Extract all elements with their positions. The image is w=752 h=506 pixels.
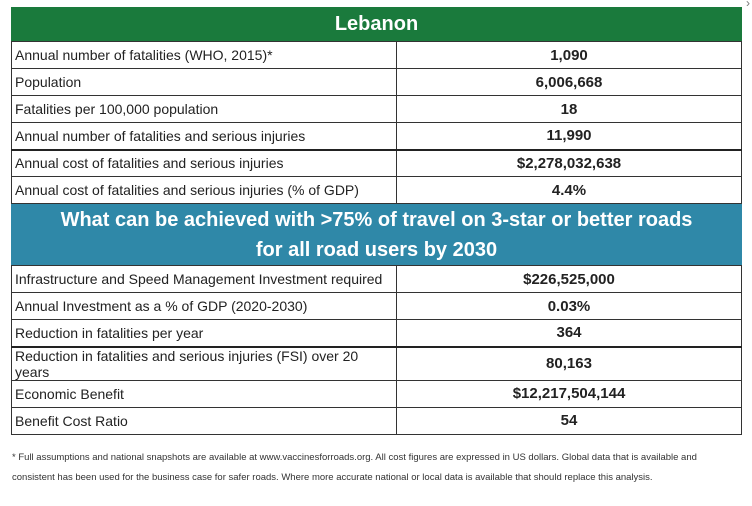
row-value: 54 [396,406,742,435]
table-row: Annual cost of fatalities and serious in… [11,148,742,177]
footnote: * Full assumptions and national snapshot… [12,452,697,483]
section-heading-line-1: What can be achieved with >75% of travel… [60,208,693,231]
table-row: Fatalities per 100,000 population 18 [11,95,742,123]
row-value: 1,090 [396,41,742,69]
summary-table: Annual number of fatalities (WHO, 2015)*… [11,41,742,204]
row-value: $226,525,000 [396,265,742,293]
row-label: Reduction in fatalities and serious inju… [11,345,397,381]
row-value: 11,990 [396,122,742,150]
corner-chevron-icon: › [746,0,750,10]
table-row: Annual number of fatalities and serious … [11,122,742,150]
row-label: Reduction in fatalities per year [11,319,397,347]
table-row: Reduction in fatalities per year 364 [11,319,742,347]
row-label: Infrastructure and Speed Management Inve… [11,265,397,293]
section-heading: What can be achieved with >75% of travel… [11,204,742,265]
row-label: Fatalities per 100,000 population [11,95,397,123]
table-row: Reduction in fatalities and serious inju… [11,345,742,381]
section-heading-line-2: for all road users by 2030 [255,238,498,261]
row-label: Annual number of fatalities and serious … [11,122,397,150]
row-label: Annual cost of fatalities and serious in… [11,148,397,177]
country-title: Lebanon [11,7,742,41]
row-label: Benefit Cost Ratio [11,406,397,435]
row-label: Annual Investment as a % of GDP (2020-20… [11,292,397,320]
row-value: 364 [396,319,742,347]
row-label: Population [11,68,397,96]
table-row: Benefit Cost Ratio 54 [11,406,742,435]
table-row: Infrastructure and Speed Management Inve… [11,265,742,293]
row-value: $12,217,504,144 [396,379,742,408]
table-row: Annual Investment as a % of GDP (2020-20… [11,292,742,320]
table-row: Annual cost of fatalities and serious in… [11,176,742,204]
row-value: 4.4% [396,176,742,204]
row-value: 0.03% [396,292,742,320]
table-row: Annual number of fatalities (WHO, 2015)*… [11,41,742,69]
achievement-table: Infrastructure and Speed Management Inve… [11,265,742,435]
row-value: 80,163 [396,345,742,381]
data-table-container: Lebanon Annual number of fatalities (WHO… [11,7,742,435]
row-label: Annual number of fatalities (WHO, 2015)* [11,41,397,69]
row-value: 18 [396,95,742,123]
row-value: 6,006,668 [396,68,742,96]
table-row: Economic Benefit $12,217,504,144 [11,379,742,408]
table-row: Population 6,006,668 [11,68,742,96]
row-label: Economic Benefit [11,379,397,408]
row-value: $2,278,032,638 [396,148,742,177]
row-label: Annual cost of fatalities and serious in… [11,176,397,204]
